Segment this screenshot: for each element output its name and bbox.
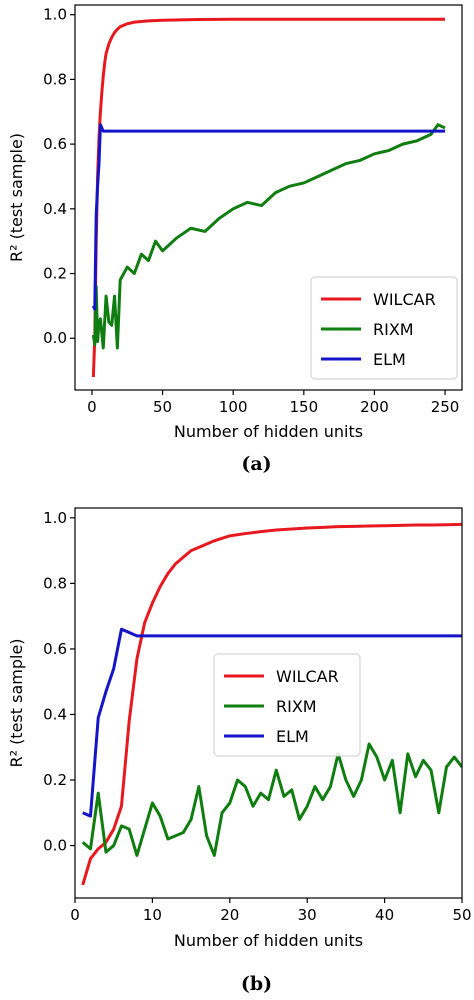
x-axis-label: Number of hidden units	[174, 422, 363, 441]
legend-label-rixm: RIXM	[373, 320, 414, 339]
series-line-rixm	[91, 123, 446, 350]
y-tick-label: 0.2	[43, 265, 67, 283]
y-tick-label: 0.0	[43, 837, 67, 855]
chart-panel-a: 0 50 100 150 200 250 0.0 0.2 0.4 0.6 0.8 1.0 Number …	[7, 4, 463, 475]
y-tick-label: 0.0	[43, 329, 67, 347]
x-tick-label: 40	[375, 906, 394, 924]
x-tick-label: 0	[87, 398, 97, 416]
x-tick-label: 30	[298, 906, 317, 924]
x-tick-label: 0	[70, 906, 80, 924]
y-tick-label: 0.4	[43, 705, 67, 723]
series-line-wilcar	[81, 522, 462, 886]
x-tick-label: 100	[219, 398, 248, 416]
legend-box	[213, 653, 361, 757]
y-tick-label: 0.8	[43, 70, 67, 88]
legend-box	[310, 276, 458, 380]
series-line-elm	[91, 123, 446, 311]
y-axis-label: R² (test sample)	[7, 638, 26, 767]
series-line-elm	[82, 627, 462, 818]
legend: WILCAR RIXM ELM	[310, 276, 458, 380]
y-tick-label: 0.4	[43, 200, 67, 218]
x-tick-label: 10	[143, 906, 162, 924]
chart-panel-b: 0 10 20 30 40 50 0.0 0.2 0.4 0.6 0.8 1.0 Number of h…	[7, 507, 472, 995]
y-tick-label: 0.8	[43, 574, 67, 592]
plot-frame	[74, 4, 463, 391]
x-tick-label: 20	[220, 906, 239, 924]
panel-label: (a)	[241, 453, 271, 475]
y-tick-label: 1.0	[43, 6, 67, 24]
legend-label-elm: ELM	[276, 727, 309, 746]
legend-label-elm: ELM	[373, 350, 406, 369]
y-tick-label: 0.6	[43, 135, 67, 153]
plot-frame	[74, 507, 463, 899]
legend-label-rixm: RIXM	[276, 697, 317, 716]
legend-label-wilcar: WILCAR	[373, 290, 436, 309]
x-tick-label: 200	[360, 398, 389, 416]
legend-label-wilcar: WILCAR	[276, 667, 339, 686]
series-line-rixm	[81, 742, 462, 857]
x-tick-label: 250	[431, 398, 460, 416]
y-tick-label: 1.0	[43, 509, 67, 527]
y-tick-label: 0.6	[43, 640, 67, 658]
legend: WILCAR RIXM ELM	[213, 653, 361, 757]
x-tick-label: 50	[452, 906, 471, 924]
y-tick-label: 0.2	[43, 771, 67, 789]
x-tick-label: 50	[153, 398, 172, 416]
panel-label: (b)	[241, 973, 272, 995]
x-tick-label: 150	[289, 398, 318, 416]
y-axis-label: R² (test sample)	[7, 133, 26, 262]
x-axis-label: Number of hidden units	[174, 931, 363, 950]
